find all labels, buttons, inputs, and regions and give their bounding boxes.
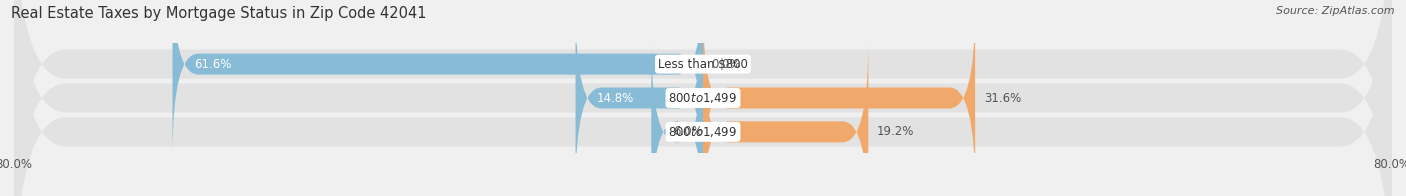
Text: 61.6%: 61.6%	[194, 58, 232, 71]
FancyBboxPatch shape	[173, 0, 703, 155]
Text: 0.0%: 0.0%	[711, 58, 741, 71]
Text: 19.2%: 19.2%	[877, 125, 914, 138]
FancyBboxPatch shape	[575, 7, 703, 189]
FancyBboxPatch shape	[14, 0, 1392, 196]
Text: 31.6%: 31.6%	[984, 92, 1021, 104]
FancyBboxPatch shape	[703, 41, 869, 196]
Text: 14.8%: 14.8%	[598, 92, 634, 104]
FancyBboxPatch shape	[651, 41, 703, 196]
Text: 6.0%: 6.0%	[673, 125, 703, 138]
FancyBboxPatch shape	[14, 0, 1392, 196]
FancyBboxPatch shape	[703, 7, 976, 189]
Text: $800 to $1,499: $800 to $1,499	[668, 91, 738, 105]
Text: $800 to $1,499: $800 to $1,499	[668, 125, 738, 139]
Text: Real Estate Taxes by Mortgage Status in Zip Code 42041: Real Estate Taxes by Mortgage Status in …	[11, 6, 427, 21]
FancyBboxPatch shape	[14, 0, 1392, 196]
Text: Source: ZipAtlas.com: Source: ZipAtlas.com	[1277, 6, 1395, 16]
Text: Less than $800: Less than $800	[658, 58, 748, 71]
